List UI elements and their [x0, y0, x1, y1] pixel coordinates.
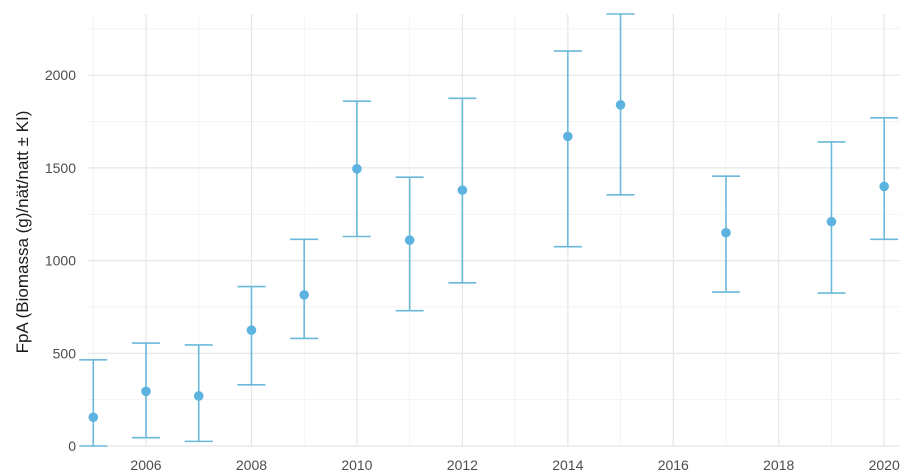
- data-point: [879, 181, 889, 192]
- x-tick-label: 2020: [869, 457, 900, 473]
- x-tick-label: 2014: [552, 457, 583, 473]
- error-bar: [553, 50, 582, 248]
- data-point: [404, 235, 415, 245]
- data-point: [299, 290, 309, 300]
- y-tick-label: 2000: [45, 67, 76, 83]
- error-bars: [79, 13, 899, 447]
- error-bar: [290, 238, 319, 340]
- data-point: [246, 325, 257, 335]
- x-tick-label: 2006: [130, 457, 161, 473]
- data-point: [141, 386, 151, 397]
- data-point: [352, 164, 362, 174]
- data-point: [826, 216, 837, 227]
- y-axis-title: FpA (Biomassa (g)/nät/natt ± KI): [13, 111, 32, 354]
- y-tick-label: 1000: [45, 253, 76, 269]
- gridlines: [88, 14, 900, 447]
- y-tick-label: 1500: [45, 160, 76, 176]
- x-tick-label: 2010: [341, 457, 372, 473]
- data-points: [88, 100, 889, 423]
- data-point: [88, 412, 99, 423]
- y-tick-label: 0: [68, 438, 76, 454]
- error-bar: [870, 117, 899, 241]
- x-tick-label: 2012: [447, 457, 478, 473]
- x-tick-label: 2018: [763, 457, 794, 473]
- data-point: [615, 100, 626, 110]
- data-point: [193, 391, 204, 401]
- data-point: [457, 185, 468, 195]
- x-tick-label: 2008: [236, 457, 267, 473]
- data-point: [721, 227, 731, 238]
- data-point: [563, 131, 573, 142]
- x-tick-label: 2016: [658, 457, 689, 473]
- y-axis-ticks: 0 500 1000 1500 2000: [45, 67, 76, 454]
- error-bar: [79, 358, 108, 447]
- x-axis-ticks: 2006 2008 2010 2012 2014 2016 2018 2020: [130, 457, 900, 473]
- plot-panel: [79, 13, 900, 447]
- y-tick-label: 500: [53, 345, 77, 361]
- error-bar: [237, 285, 266, 386]
